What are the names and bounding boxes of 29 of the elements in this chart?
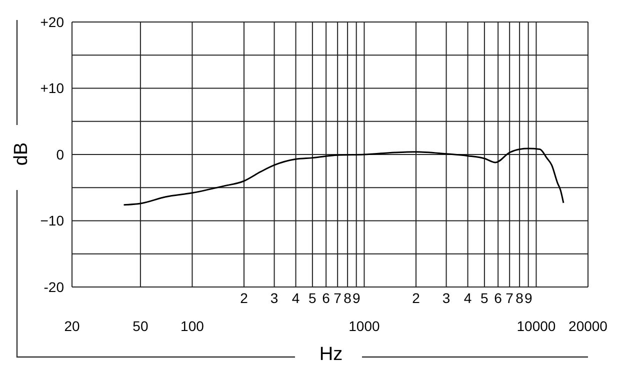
y-tick-label: −10: [40, 212, 64, 229]
text: 3: [270, 290, 278, 306]
x-tick-label: 100: [180, 318, 204, 334]
text: 8: [516, 290, 524, 306]
text: 5: [480, 290, 489, 306]
x-tick-label: 50: [132, 318, 148, 334]
text: 2: [240, 290, 248, 306]
text: 9: [352, 290, 360, 306]
y-tick-label: +10: [40, 80, 64, 96]
text: 7: [334, 290, 342, 306]
text: 6: [494, 290, 502, 306]
x-tick-label: 20000: [568, 318, 608, 334]
text: 6: [322, 290, 330, 306]
text: 2: [412, 290, 420, 306]
y-tick-label: 0: [56, 146, 64, 162]
text: 4: [464, 290, 472, 306]
text: 4: [292, 290, 300, 306]
text: 8: [344, 290, 352, 306]
y-axis-title: dB: [10, 141, 33, 168]
x-tick-label: 1000: [348, 318, 380, 334]
text: 5: [308, 290, 317, 306]
y-tick-label: -20: [44, 278, 64, 295]
x-tick-label: 20: [64, 318, 80, 334]
text: 9: [524, 290, 532, 306]
x-axis-title: Hz: [318, 343, 344, 367]
text: 7: [506, 290, 514, 306]
text: 3: [442, 290, 450, 306]
x-tick-label: 10000: [516, 318, 556, 334]
y-tick-label: +20: [40, 14, 64, 30]
